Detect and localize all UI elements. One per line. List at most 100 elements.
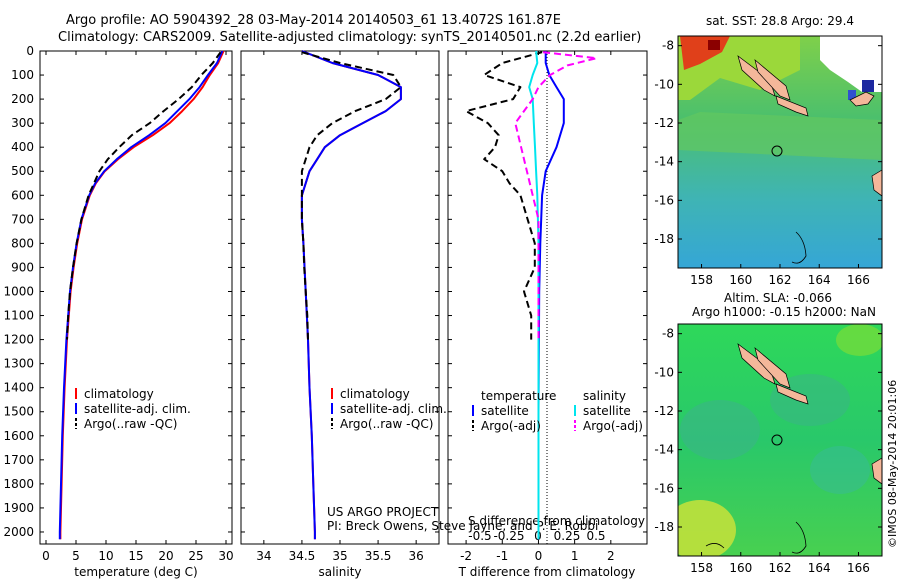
- sla-map-subtitle: Argo h1000: -0.15 h2000: NaN: [692, 305, 876, 319]
- sla-low-1: [680, 400, 760, 460]
- imos-credit: ©IMOS 08-May-2014 20:01:06: [886, 380, 899, 548]
- sla-low-3: [810, 446, 870, 494]
- legend-label: satellite-adj. clim.: [84, 402, 191, 416]
- legend-title-salinity: salinity: [583, 389, 626, 403]
- series-line-argo-raw-qc: [66, 51, 222, 340]
- x-tick-label: 20: [158, 549, 173, 563]
- sst-map-title: sat. SST: 28.8 Argo: 29.4: [706, 14, 854, 28]
- legend-label: Argo(-adj): [583, 419, 643, 433]
- legend-label: climatology: [340, 387, 410, 401]
- project-line-1: US ARGO PROJECT: [327, 505, 439, 519]
- lon-tick-label: 164: [808, 273, 831, 287]
- s-tick-label: -0.5: [468, 529, 491, 543]
- depth-tick-label: 100: [11, 68, 34, 82]
- depth-tick-label: 1500: [3, 405, 34, 419]
- lat-tick-label: -10: [654, 77, 674, 91]
- lon-tick-label: 166: [847, 561, 870, 575]
- lat-tick-label: -18: [654, 232, 674, 246]
- depth-tick-label: 300: [11, 116, 34, 130]
- lon-tick-label: 158: [690, 273, 713, 287]
- depth-tick-label: 1400: [3, 381, 34, 395]
- lat-tick-label: -8: [662, 39, 674, 53]
- depth-tick-label: 1200: [3, 333, 34, 347]
- series-line-satellite: [537, 51, 565, 540]
- x-tick-label: 34.5: [289, 549, 316, 563]
- legend-label: satellite: [583, 404, 631, 418]
- x-tick-label: -2: [460, 549, 472, 563]
- depth-tick-label: 800: [11, 236, 34, 250]
- legend-label: Argo(-adj): [481, 419, 541, 433]
- sst-island-3: [775, 95, 809, 117]
- salinity-panel: salinity US ARGO PROJECT PI: Breck Owens…: [240, 50, 598, 579]
- lon-tick-label: 164: [808, 561, 831, 575]
- sla-island-3: [775, 383, 809, 405]
- sst-missing-data: [820, 36, 882, 92]
- legend-title-temperature: temperature: [481, 389, 556, 403]
- series-line-argo-adj: [465, 51, 543, 340]
- x-tick-label: 2: [607, 549, 615, 563]
- legend-label: Argo(..raw -QC): [84, 417, 177, 431]
- x-tick-label: 5: [72, 549, 80, 563]
- x-tick-label: 36: [409, 549, 424, 563]
- legend-label: satellite: [481, 404, 529, 418]
- x-tick-label: 1: [571, 549, 579, 563]
- series-line-satellite-adj-clim: [300, 50, 402, 540]
- x-tick-label: 0: [535, 549, 543, 563]
- legend-label: satellite-adj. clim.: [340, 402, 447, 416]
- depth-tick-label: 700: [11, 212, 34, 226]
- depth-tick-label: 2000: [3, 525, 34, 539]
- sla-contour-2: [705, 543, 725, 549]
- lon-tick-label: 160: [729, 561, 752, 575]
- lon-tick-label: 166: [847, 273, 870, 287]
- depth-tick-label: 1700: [3, 453, 34, 467]
- sst-hot-cell: [708, 40, 720, 50]
- sla-map: Altim. SLA: -0.066 Argo h1000: -0.15 h20…: [654, 291, 883, 575]
- lat-tick-label: -14: [654, 443, 674, 457]
- legend-label: Argo(..raw -QC): [340, 417, 433, 431]
- x-tick-label: 34: [256, 549, 271, 563]
- project-line-2: PI: Breck Owens, Steve Jayne, and P. E. …: [327, 519, 598, 533]
- difference-panel: T difference from climatology S differen…: [447, 50, 648, 579]
- depth-tick-label: 1600: [3, 429, 34, 443]
- s-tick-label: 0.5: [586, 529, 605, 543]
- s-tick-label: -0.25: [493, 529, 524, 543]
- sst-mid-band: [678, 112, 882, 160]
- x-tick-label: 35: [332, 549, 347, 563]
- salinity-xlabel: salinity: [318, 565, 361, 579]
- lat-tick-label: -16: [654, 481, 674, 495]
- salinity-frame: [240, 50, 440, 545]
- lon-tick-label: 160: [729, 273, 752, 287]
- t-diff-xlabel: T difference from climatology: [458, 565, 636, 579]
- lat-tick-label: -14: [654, 155, 674, 169]
- series-line-argo-raw-qc: [300, 51, 402, 340]
- depth-tick-label: 600: [11, 188, 34, 202]
- lat-tick-label: -8: [662, 327, 674, 341]
- series-line-satellite: [528, 50, 540, 540]
- sla-map-title: Altim. SLA: -0.066: [724, 291, 832, 305]
- sla-coast: [871, 457, 882, 485]
- sst-island-4: [849, 91, 875, 107]
- x-tick-label: -1: [496, 549, 508, 563]
- sst-island-2: [754, 59, 791, 101]
- depth-tick-label: 900: [11, 260, 34, 274]
- sst-coast: [871, 169, 882, 197]
- header-line-1: Argo profile: AO 5904392_28 03-May-2014 …: [66, 13, 561, 28]
- series-line-argo-adj: [514, 51, 598, 340]
- lat-tick-label: -12: [654, 404, 674, 418]
- temperature-panel: temperature (deg C) 01002003004005006007…: [3, 44, 233, 579]
- lat-tick-label: -12: [654, 116, 674, 130]
- s-tick-label: 0.25: [554, 529, 581, 543]
- header-line-2: Climatology: CARS2009. Satellite-adjuste…: [58, 30, 641, 45]
- s-diff-xlabel: S difference from climatology: [468, 514, 645, 528]
- x-tick-label: 0: [42, 549, 50, 563]
- sst-argo-marker: [771, 145, 783, 157]
- x-tick-label: 35.5: [365, 549, 392, 563]
- depth-tick-label: 200: [11, 92, 34, 106]
- x-tick-label: 15: [128, 549, 143, 563]
- lon-tick-label: 162: [769, 273, 792, 287]
- sst-contour: [791, 231, 807, 264]
- temperature-xlabel: temperature (deg C): [74, 565, 197, 579]
- depth-tick-label: 1900: [3, 501, 34, 515]
- depth-tick-label: 1800: [3, 477, 34, 491]
